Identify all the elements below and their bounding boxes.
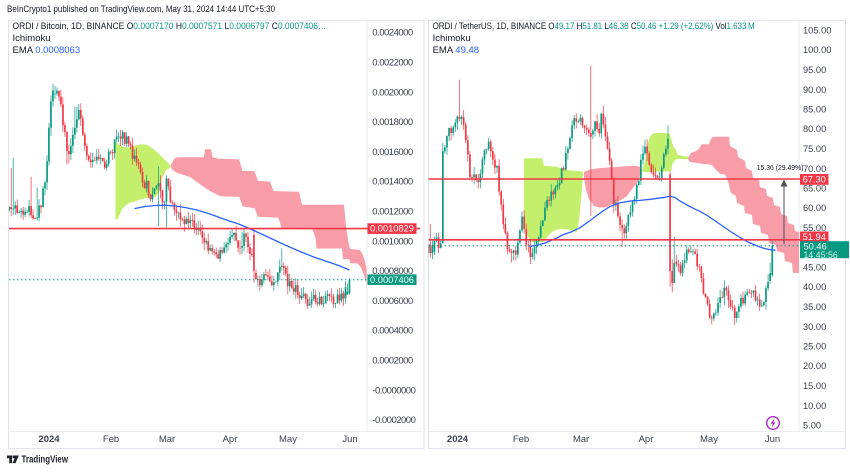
- svg-text:ORDI / Bitcoin, 1D, BINANCE O: ORDI / Bitcoin, 1D, BINANCE O0.0007170 H…: [13, 21, 327, 32]
- svg-text:55.00: 55.00: [803, 223, 826, 233]
- svg-text:2024: 2024: [447, 434, 469, 445]
- svg-text:65.00: 65.00: [803, 184, 826, 194]
- svg-text:0.0018000: 0.0018000: [372, 117, 413, 128]
- svg-text:0.0022000: 0.0022000: [372, 58, 413, 69]
- svg-text:0.0007406: 0.0007406: [370, 275, 414, 285]
- svg-text:Jun: Jun: [765, 434, 780, 445]
- svg-text:45.00: 45.00: [803, 263, 826, 273]
- svg-text:35.00: 35.00: [803, 302, 826, 312]
- svg-text:0.0008000: 0.0008000: [372, 266, 413, 277]
- svg-text:ORDI / TetherUS, 1D, BINANCE: ORDI / TetherUS, 1D, BINANCE O49.17 H51.…: [433, 21, 755, 32]
- svg-text:TradingView: TradingView: [22, 455, 69, 466]
- svg-text:0.0014000: 0.0014000: [372, 177, 413, 188]
- svg-text:40.00: 40.00: [803, 282, 826, 292]
- svg-text:105.00: 105.00: [803, 26, 831, 36]
- svg-text:EMA 0.0008063: EMA 0.0008063: [13, 45, 81, 56]
- svg-text:-0.0000000: -0.0000000: [372, 385, 415, 396]
- svg-text:0.0006000: 0.0006000: [372, 296, 413, 307]
- svg-text:0.0020000: 0.0020000: [372, 87, 413, 98]
- svg-text:May: May: [700, 434, 718, 445]
- svg-text:75.00: 75.00: [803, 144, 826, 154]
- svg-text:0.0016000: 0.0016000: [372, 147, 413, 158]
- svg-text:0.0010829: 0.0010829: [370, 224, 414, 234]
- svg-text:May: May: [279, 434, 297, 445]
- svg-text:15.36 (29.49%): 15.36 (29.49%): [757, 163, 804, 172]
- svg-text:EMA 49.48: EMA 49.48: [433, 45, 479, 56]
- svg-text:0.0010000: 0.0010000: [372, 236, 413, 247]
- svg-text:50.46: 50.46: [804, 242, 827, 252]
- svg-text:2024: 2024: [38, 434, 60, 445]
- svg-text:70.00: 70.00: [803, 164, 826, 174]
- svg-text:Apr: Apr: [639, 434, 654, 445]
- svg-text:Ichimoku: Ichimoku: [13, 33, 51, 44]
- svg-text:51.94: 51.94: [803, 232, 826, 242]
- svg-text:Jun: Jun: [342, 434, 357, 445]
- svg-text:BeInCrypto1 published on Tradi: BeInCrypto1 published on TradingView.com…: [7, 4, 275, 15]
- svg-text:15.00: 15.00: [803, 381, 826, 391]
- svg-text:-0.0002000: -0.0002000: [372, 415, 415, 426]
- svg-text:0.0002000: 0.0002000: [372, 356, 413, 367]
- svg-text:60.00: 60.00: [803, 203, 826, 213]
- svg-text:Mar: Mar: [159, 434, 175, 445]
- svg-text:Feb: Feb: [513, 434, 529, 445]
- svg-text:5.00: 5.00: [803, 421, 821, 431]
- svg-text:14:45:56: 14:45:56: [804, 250, 838, 260]
- svg-text:95.00: 95.00: [803, 65, 826, 75]
- svg-text:20.00: 20.00: [803, 361, 826, 371]
- svg-text:90.00: 90.00: [803, 85, 826, 95]
- svg-text:100.00: 100.00: [803, 45, 831, 55]
- svg-text:85.00: 85.00: [803, 105, 826, 115]
- svg-text:Ichimoku: Ichimoku: [433, 33, 471, 44]
- svg-text:Apr: Apr: [223, 434, 238, 445]
- svg-text:30.00: 30.00: [803, 322, 826, 332]
- svg-text:25.00: 25.00: [803, 342, 826, 352]
- svg-text:0.0012000: 0.0012000: [372, 207, 413, 218]
- svg-text:10.00: 10.00: [803, 401, 826, 411]
- svg-text:0.0024000: 0.0024000: [372, 28, 413, 39]
- svg-text:80.00: 80.00: [803, 124, 826, 134]
- svg-text:67.30: 67.30: [803, 174, 826, 184]
- svg-text:Feb: Feb: [103, 434, 119, 445]
- svg-text:0.0004000: 0.0004000: [372, 326, 413, 337]
- svg-text:Mar: Mar: [573, 434, 589, 445]
